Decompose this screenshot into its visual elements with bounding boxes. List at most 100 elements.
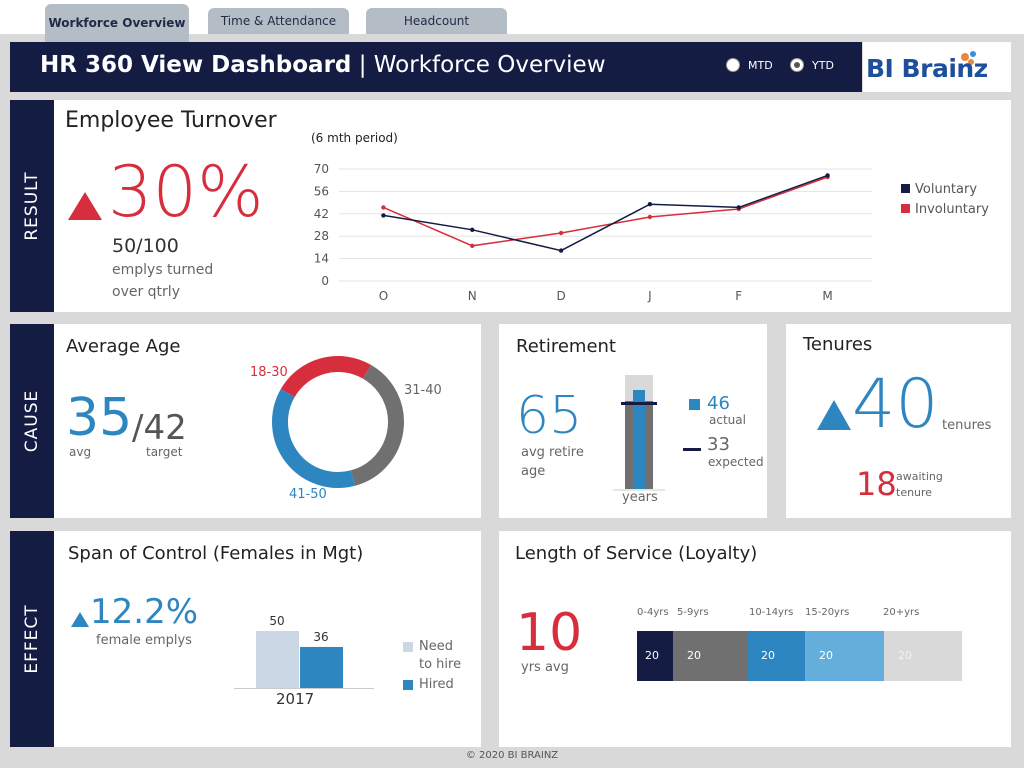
series-line-voluntary — [383, 174, 828, 252]
panel-title: Retirement — [516, 336, 616, 357]
up-arrow-icon — [71, 612, 89, 627]
y-tick-label: 0 — [321, 274, 329, 288]
data-point — [647, 202, 653, 207]
panel-title: Tenures — [803, 334, 873, 355]
tenures-panel: Tenures 40 tenures 18 awaiting tenure — [786, 324, 1011, 518]
page-title: HR 360 View Dashboard | Workforce Overvi… — [40, 52, 606, 78]
service-segment: 20 — [673, 631, 747, 681]
awaiting-label: awaiting — [896, 470, 943, 483]
legend-swatch — [901, 204, 910, 213]
target-label: target — [146, 445, 183, 459]
target-age-value: /42 — [132, 408, 187, 448]
actual-legend-swatch — [689, 399, 700, 410]
turnover-line-chart: 70 56 42 28 14 0 O N D J F M Voluntary Involuntary — [314, 162, 990, 303]
radio-circle — [726, 58, 740, 72]
tab-workforce-overview[interactable]: Workforce Overview — [45, 4, 189, 42]
retirement-panel: Retirement 65 avg retire age years 46 ac… — [499, 324, 767, 518]
bar-need-to-hire — [256, 631, 299, 688]
x-tick-label: F — [735, 289, 742, 303]
tab-headcount[interactable]: Headcount — [366, 8, 507, 34]
legend-label: Involuntary — [915, 202, 989, 217]
radio-circle-selected — [790, 58, 804, 72]
up-arrow-icon — [817, 400, 851, 430]
segment-label: 15-20yrs — [805, 607, 850, 618]
service-segment: 20 — [637, 631, 673, 681]
span-bar-chart: 50 36 — [234, 614, 374, 689]
logo: BI Brainz — [863, 42, 1011, 92]
turnover-desc: emplys turned — [112, 262, 214, 278]
donut-slice — [350, 364, 404, 486]
data-point — [647, 214, 653, 220]
tab-time-attendance[interactable]: Time & Attendance — [208, 8, 349, 34]
female-label: female emplys — [96, 633, 192, 648]
bullet-actual-bar — [633, 390, 645, 489]
radio-label: MTD — [748, 58, 773, 72]
data-point — [470, 243, 475, 248]
y-tick-label: 70 — [314, 162, 329, 176]
radio-mtd[interactable]: MTD — [726, 58, 773, 72]
data-point — [381, 205, 386, 210]
radio-label: YTD — [812, 58, 834, 72]
section-label-effect: EFFECT — [10, 531, 54, 747]
legend-label: Voluntary — [915, 182, 977, 197]
data-point — [558, 248, 564, 253]
data-point — [558, 230, 564, 236]
x-tick-label: O — [379, 289, 388, 303]
footer-copyright: © 2020 BI BRAINZ — [465, 750, 559, 761]
legend-swatch — [901, 184, 910, 193]
segment-value: 20 — [819, 649, 833, 662]
average-age-panel: Average Age 35 /42 avg target 18-30 31-4… — [54, 324, 481, 518]
segment-label: 10-14yrs — [749, 607, 794, 618]
donut-label-18-30: 18-30 — [250, 365, 288, 380]
span-of-control-panel: Span of Control (Females in Mgt) 12.2% f… — [54, 531, 481, 747]
retire-label: age — [521, 464, 546, 479]
hired-swatch — [403, 680, 413, 690]
x-tick-label: J — [647, 289, 652, 303]
donut-label-31-40: 31-40 — [404, 383, 442, 398]
data-point — [825, 173, 830, 178]
segment-value: 20 — [898, 649, 912, 662]
bar-value-label: 36 — [313, 630, 328, 644]
length-of-service-panel: Length of Service (Loyalty) 10 yrs avg 2… — [499, 531, 1011, 747]
turnover-desc: over qtrly — [112, 284, 180, 300]
bullet-target-marker — [621, 402, 657, 405]
y-tick-label: 14 — [314, 252, 329, 266]
x-tick-label: M — [822, 289, 832, 303]
chart-period-label: (6 mth period) — [311, 131, 398, 145]
panel-title: Average Age — [66, 336, 181, 357]
service-label: yrs avg — [521, 660, 569, 675]
donut-label-41-50: 41-50 — [289, 487, 327, 502]
expected-label: expected — [708, 455, 764, 469]
segment-value: 20 — [761, 649, 775, 662]
donut-slice — [280, 356, 371, 398]
legend-hired-label: Hired — [419, 677, 454, 692]
logo-brain-icon — [961, 51, 976, 65]
service-stacked-bar: 20 0-4yrs 20 5-9yrs 20 10-14yrs 20 15-20yrs 20 20… — [499, 531, 1011, 747]
panel-title: Length of Service (Loyalty) — [515, 543, 758, 564]
panel-title: Employee Turnover — [65, 108, 277, 133]
turnover-ratio: 50/100 — [112, 235, 179, 257]
segment-label: 0-4yrs — [637, 607, 669, 618]
data-point — [381, 213, 386, 218]
service-segment: 20 — [884, 631, 962, 681]
awaiting-value: 18 — [856, 465, 897, 503]
x-tick-label: D — [556, 289, 565, 303]
service-segment: 20 — [805, 631, 884, 681]
y-tick-label: 28 — [314, 229, 329, 243]
retirement-bullet-chart — [613, 375, 701, 491]
legend-need-label: to hire — [419, 657, 462, 672]
segment-value: 20 — [687, 649, 701, 662]
actual-label: actual — [709, 413, 746, 427]
service-value: 10 — [516, 603, 583, 663]
legend-need-label: Need — [419, 639, 453, 654]
x-tick-label: N — [468, 289, 477, 303]
radio-ytd[interactable]: YTD — [790, 58, 834, 72]
tab-label: Time & Attendance — [220, 13, 337, 28]
series-line-involuntary — [383, 176, 828, 247]
y-tick-label: 56 — [314, 184, 329, 198]
bar-hired — [300, 646, 343, 688]
bar-year-label: 2017 — [276, 690, 315, 708]
donut-slice — [272, 389, 356, 488]
data-point — [470, 227, 475, 232]
average-age-value: 35 — [66, 388, 133, 448]
